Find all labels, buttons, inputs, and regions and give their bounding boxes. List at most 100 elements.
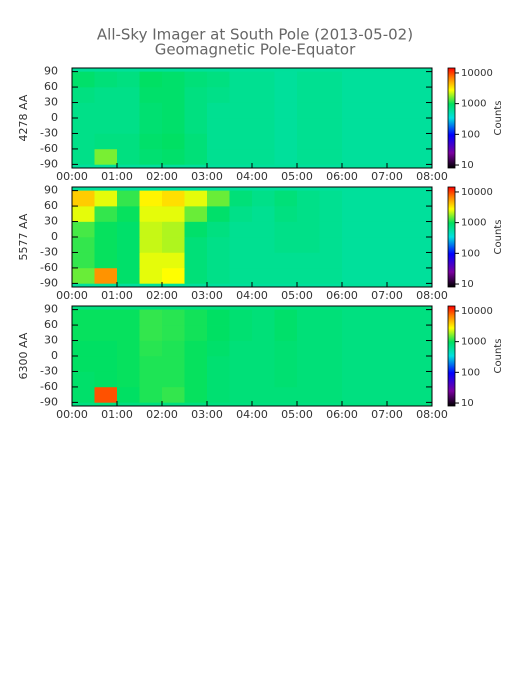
heat-cell (94, 371, 118, 388)
heat-cell (342, 386, 365, 403)
heat-cell (297, 325, 320, 341)
heat-cell (184, 356, 208, 372)
heat-cell (387, 325, 410, 341)
heat-cell (319, 133, 343, 150)
heat-cell (409, 87, 433, 103)
x-tick-label: 07:00 (371, 289, 403, 302)
heat-cell (139, 267, 163, 284)
heat-cell (207, 356, 230, 372)
heat-cell (364, 340, 388, 357)
heat-cell (297, 237, 320, 253)
x-tick-label: 05:00 (281, 408, 313, 421)
heat-cell (342, 356, 365, 372)
heat-cell (252, 87, 275, 103)
heat-cell (297, 133, 320, 150)
heat-cell (274, 309, 298, 326)
heat-cell (319, 221, 343, 238)
heat-cell (207, 102, 230, 119)
heat-cell (409, 206, 433, 222)
heat-cell (72, 148, 95, 165)
colorbar-tick-label: 10000 (461, 68, 493, 79)
heat-cell (319, 190, 343, 207)
heat-cell (364, 325, 388, 341)
x-tick-label: 01:00 (101, 289, 133, 302)
heat-cell (319, 148, 343, 165)
heat-cell (162, 340, 185, 357)
heat-cell (72, 118, 95, 134)
heat-cell (229, 71, 253, 88)
colorbar-tick-label: 100 (461, 367, 480, 378)
heat-cell (274, 267, 298, 284)
x-tick-label: 06:00 (326, 408, 358, 421)
heat-cell (364, 309, 388, 326)
heat-cell (162, 206, 185, 222)
heat-cell (117, 371, 140, 388)
heat-cell (162, 71, 185, 88)
heat-cell (319, 371, 343, 388)
x-tick-label: 06:00 (326, 289, 358, 302)
heat-cell (387, 252, 410, 269)
heat-cell (184, 371, 208, 388)
heat-cell (94, 221, 118, 238)
heat-cell (184, 102, 208, 119)
y-tick-label: -30 (40, 245, 58, 258)
heat-cell (297, 371, 320, 388)
heat-cell (184, 340, 208, 357)
heat-cell (117, 148, 140, 165)
heat-cell (342, 325, 365, 341)
heat-cell (229, 267, 253, 284)
heat-cell (72, 267, 95, 284)
heat-cell (207, 386, 230, 403)
y-tick-label: 60 (44, 318, 58, 331)
heat-cell (252, 386, 275, 403)
heat-cell (297, 252, 320, 269)
heat-cell (117, 221, 140, 238)
x-tick-label: 00:00 (56, 170, 88, 183)
heat-cell (387, 309, 410, 326)
heat-cell (297, 102, 320, 119)
heat-cell (117, 118, 140, 134)
heat-cell (297, 221, 320, 238)
heat-cell (319, 252, 343, 269)
y-tick-label: -90 (40, 276, 58, 289)
heat-cell (342, 309, 365, 326)
heat-cell (94, 87, 118, 103)
colorbar-tick-label: 10 (461, 398, 474, 409)
heat-cell (162, 371, 185, 388)
heat-cell (274, 237, 298, 253)
heat-cell (387, 371, 410, 388)
heat-cell (342, 221, 365, 238)
heat-cell (364, 133, 388, 150)
heat-cell (274, 325, 298, 341)
heat-cell (72, 87, 95, 103)
heat-cell (409, 371, 433, 388)
heat-cell (117, 309, 140, 326)
heat-cell (207, 87, 230, 103)
x-tick-label: 03:00 (191, 289, 223, 302)
heat-cell (72, 237, 95, 253)
heat-cell (184, 309, 208, 326)
heat-cell (252, 309, 275, 326)
heat-cell (252, 356, 275, 372)
heat-cell (72, 356, 95, 372)
colorbar-tick-label: 1000 (461, 99, 486, 110)
heat-cell (139, 190, 163, 207)
heat-cell (117, 133, 140, 150)
heat-cell (139, 340, 163, 357)
heat-cell (207, 133, 230, 150)
heat-cell (184, 237, 208, 253)
heat-cell (297, 356, 320, 372)
heat-cell (229, 309, 253, 326)
heat-cell (252, 221, 275, 238)
heat-cell (184, 133, 208, 150)
heat-cell (139, 237, 163, 253)
heat-cell (94, 133, 118, 150)
heat-cell (409, 118, 433, 134)
colorbar-tick-label: 10 (461, 160, 474, 171)
heat-cell (342, 102, 365, 119)
heat-cell (342, 133, 365, 150)
x-tick-label: 04:00 (236, 170, 268, 183)
heat-cell (117, 252, 140, 269)
heat-cell (409, 356, 433, 372)
heat-cell (94, 356, 118, 372)
